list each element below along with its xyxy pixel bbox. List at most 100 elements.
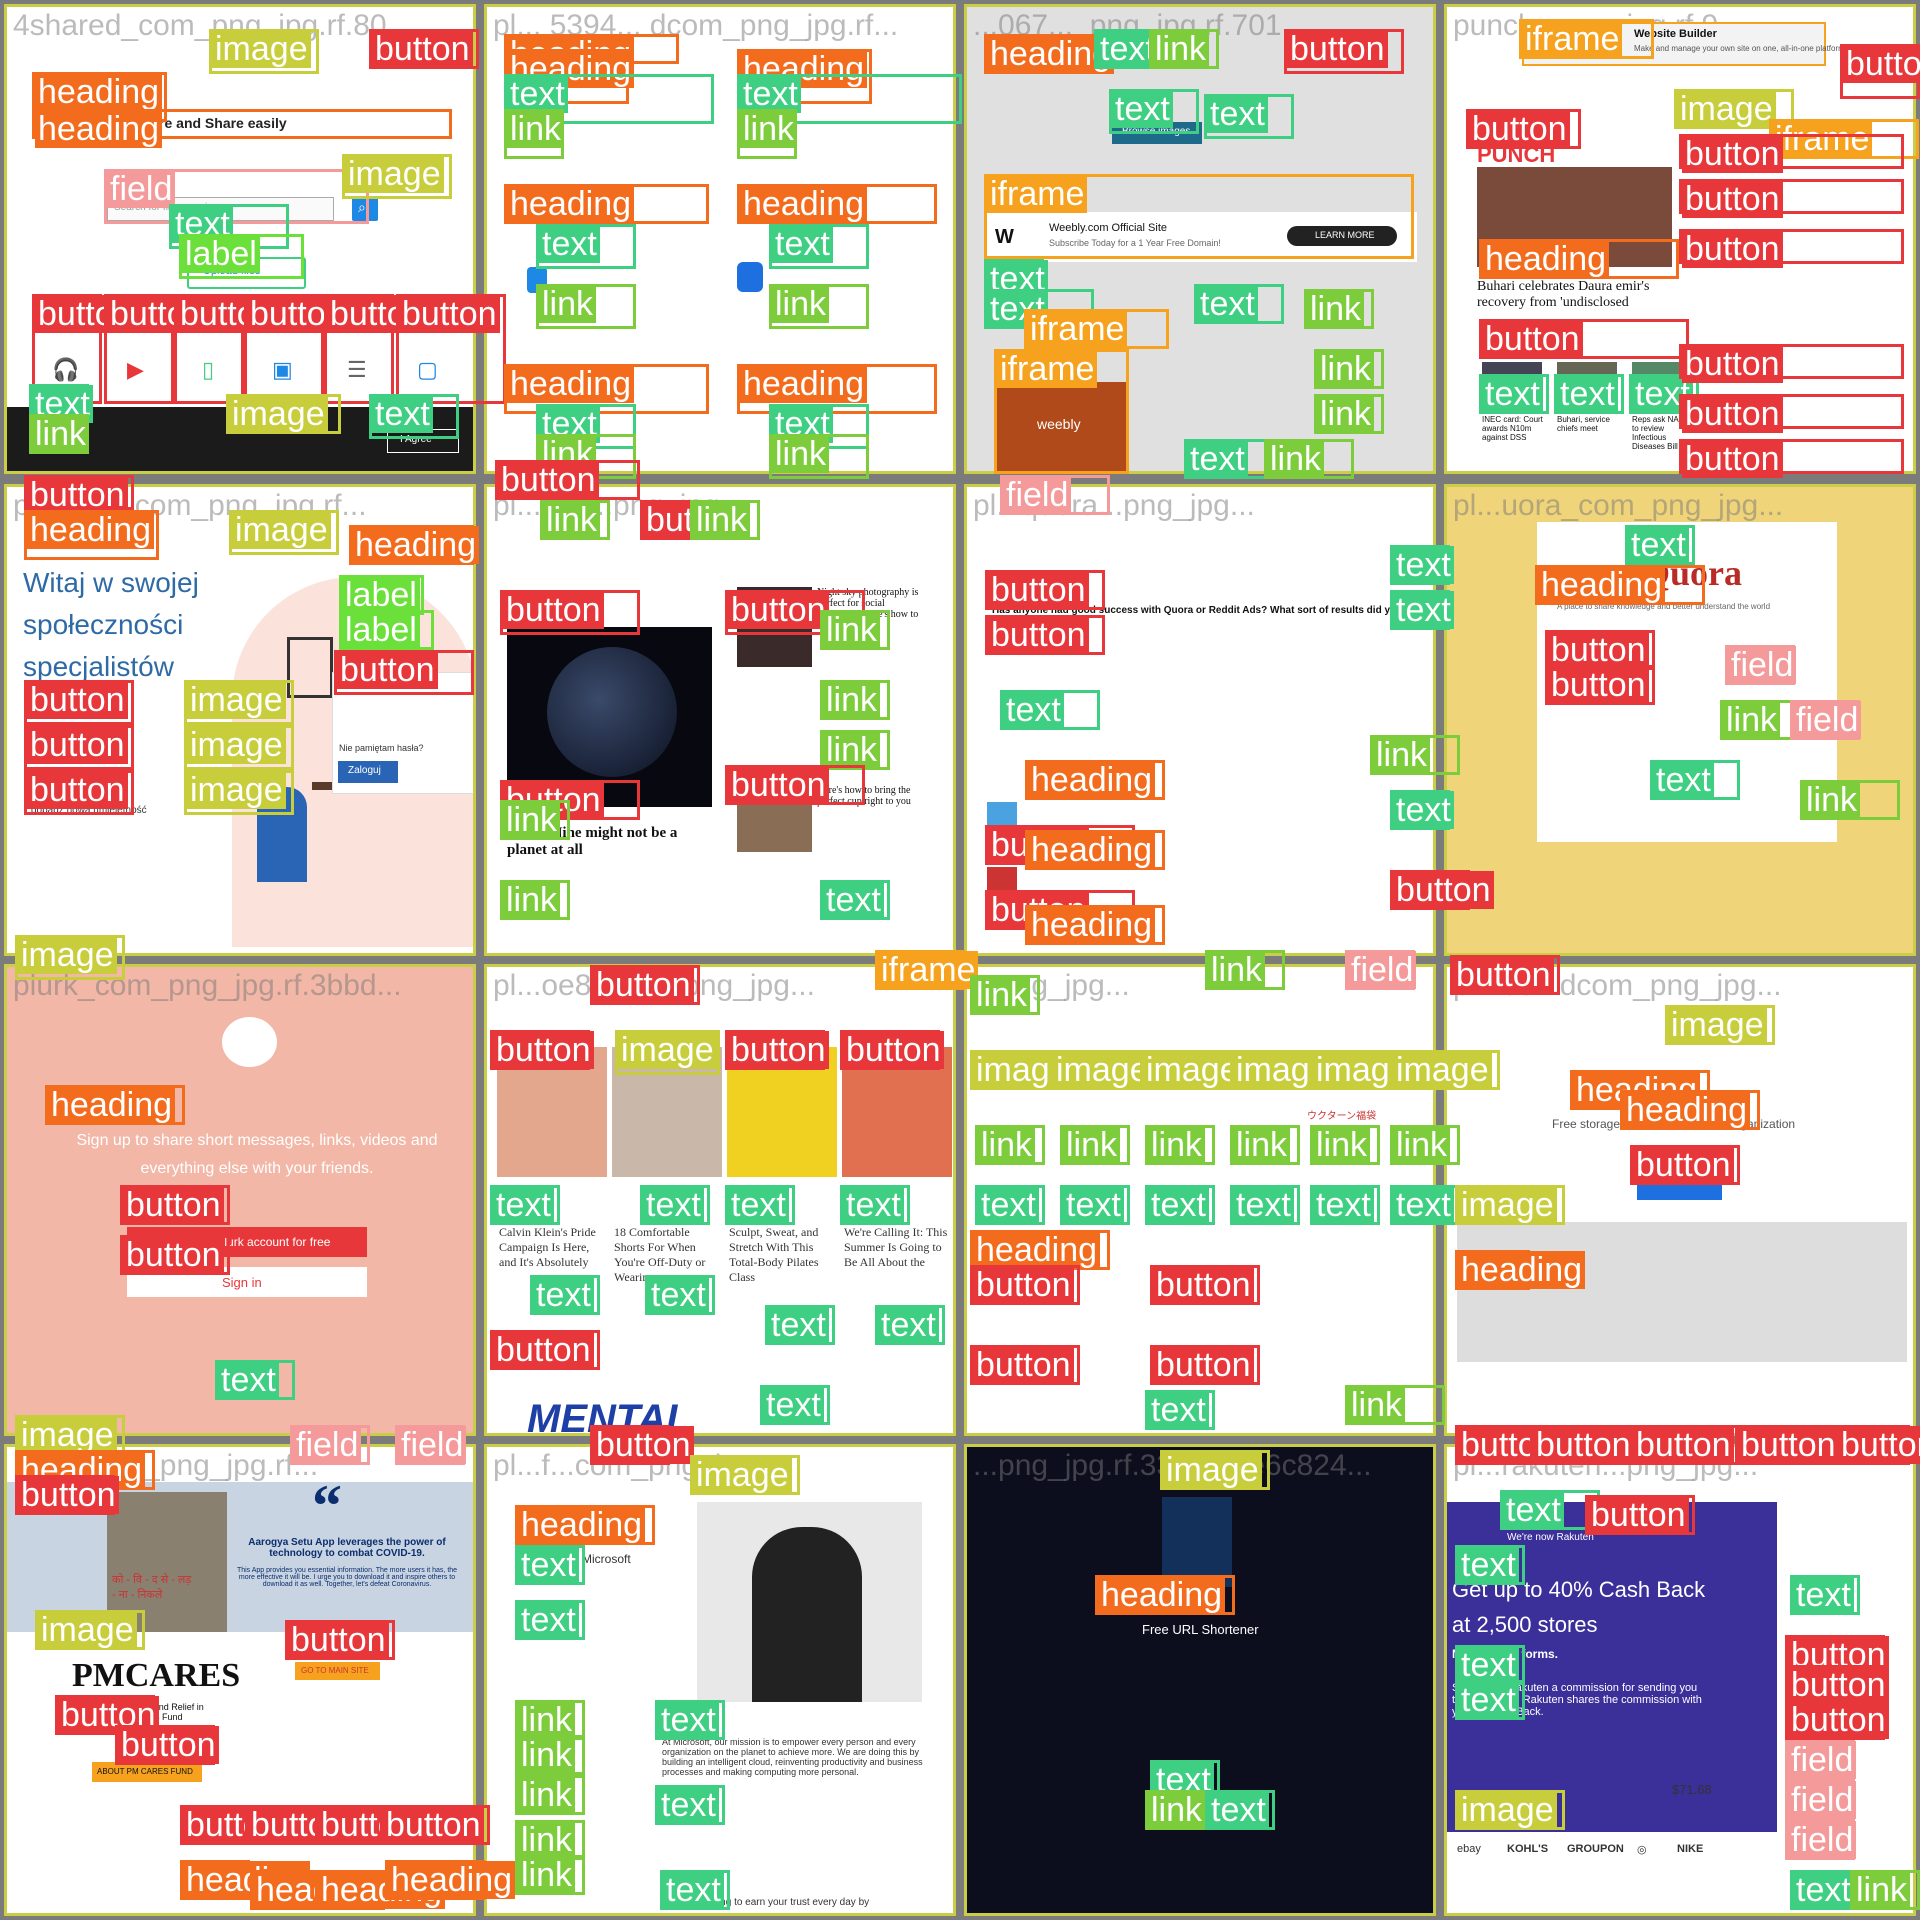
planet-image[interactable] <box>507 627 712 807</box>
annotation-tag: text <box>1482 375 1543 413</box>
about-button[interactable]: ABOUT PM CARES FUND <box>92 1762 202 1782</box>
annotation-iframe: iframe <box>1519 19 1654 59</box>
annotation-button: button <box>369 29 479 69</box>
annotation-tag: text <box>1063 1186 1124 1224</box>
all-files-icon: ▢ <box>417 357 438 382</box>
ad-iframe[interactable]: W Weebly.com Official Site Subscribe Tod… <box>987 212 1417 262</box>
annotation-button: button <box>495 460 640 500</box>
annotation-tag: link <box>1208 951 1266 989</box>
learn-more-button[interactable]: LEARN MORE <box>1287 226 1397 246</box>
annotation-tag: image <box>187 681 286 719</box>
annotation-button: button <box>24 475 134 514</box>
annotation-tag: link <box>823 611 881 649</box>
annotation-text: text <box>1060 1185 1130 1225</box>
annotation-link: link <box>515 1775 585 1815</box>
annotation-tag: button <box>728 591 829 629</box>
article-title-4[interactable]: We're Calling It: This Summer Is Going t… <box>844 1225 948 1269</box>
annotation-tag: text <box>658 1701 719 1739</box>
question-title[interactable]: Has anyone had good success with Quora o… <box>992 605 1403 616</box>
card-text-1[interactable]: INEC card: Court awards N10m against DSS <box>1482 415 1543 442</box>
stores-heading: at 2,500 stores <box>1452 1612 1598 1637</box>
store-logo-kohls[interactable]: KOHL'S <box>1507 1843 1549 1855</box>
annotation-tag: image <box>1143 1051 1242 1089</box>
annotation-link: link <box>1264 439 1354 479</box>
annotation-button: button <box>970 1265 1080 1305</box>
annotation-link: link <box>536 284 636 329</box>
annotation-tag: image <box>187 726 286 764</box>
annotation-tag: link <box>1853 1871 1911 1909</box>
annotation-text: text <box>369 394 459 439</box>
annotation-tag: link <box>693 501 751 539</box>
annotation-link: link <box>515 1855 585 1895</box>
store-logo-target[interactable]: ◎ <box>1637 1844 1647 1856</box>
annotation-tag: button <box>1682 395 1783 433</box>
annotation-tag: text <box>493 1186 554 1224</box>
article-title-1[interactable]: Calvin Klein's Pride Campaign Is Here, a… <box>499 1225 596 1269</box>
annotation-tag: button <box>27 771 128 809</box>
annotation-button: button <box>1679 229 1904 268</box>
annotation-link: link <box>515 1735 585 1775</box>
annotation-label: label <box>339 610 434 650</box>
signup-message: Sign up to share short messages, links, … <box>76 1132 438 1177</box>
store-logo-groupon[interactable]: GROUPON <box>1567 1843 1624 1855</box>
annotation-tag: image <box>187 771 286 809</box>
search-button[interactable]: ⌕ <box>352 197 378 221</box>
annotation-tag: link <box>1063 1126 1121 1164</box>
card-text-2[interactable]: Buhari, service chiefs meet <box>1557 415 1610 433</box>
annotation-image: image <box>1455 1185 1565 1225</box>
card-text-3[interactable]: Reps ask NASS to review Infectious Disea… <box>1632 415 1690 451</box>
annotation-tag: image <box>229 395 328 433</box>
annotation-tag: button <box>1393 871 1494 909</box>
annotation-button: button <box>285 1620 395 1660</box>
login-button[interactable]: Zaloguj <box>338 761 398 783</box>
annotation-tag: button <box>118 1726 219 1764</box>
weebly-banner[interactable]: weebly <box>997 382 1127 471</box>
annotation-link: link <box>820 680 890 720</box>
annotation-tag: button <box>1682 345 1783 383</box>
annotation-heading: heading <box>32 109 452 148</box>
store-logo-ebay[interactable]: ebay <box>1457 1843 1481 1855</box>
annotation-tag: text <box>1148 1186 1209 1224</box>
annotation-text: text <box>760 1385 830 1425</box>
search-icon: ⌕ <box>358 199 366 215</box>
annotation-tag: heading <box>1458 1251 1586 1289</box>
story-headline[interactable]: Buhari celebrates Daura emir's recovery … <box>1477 279 1650 310</box>
annotation-button: button <box>24 770 134 815</box>
annotation-field: field <box>1785 1740 1857 1780</box>
annotation-field: field <box>104 169 369 224</box>
annotation-tag: link <box>1152 30 1210 68</box>
annotation-text: text <box>1390 590 1454 630</box>
annotation-button: button <box>1679 394 1904 433</box>
annotation-text: text <box>1650 760 1740 800</box>
get-started-button[interactable] <box>1637 1182 1722 1200</box>
annotation-iframe: iframe <box>994 349 1129 474</box>
annotation-text: text <box>655 1785 725 1825</box>
annotation-tag: heading <box>507 185 635 223</box>
annotation-tag: iframe <box>997 350 1098 388</box>
annotation-tag: text <box>1628 526 1689 564</box>
skill-text[interactable]: dobadź nową umiejętność <box>31 805 147 816</box>
annotation-button: button <box>1785 1665 1889 1705</box>
agree-button[interactable]: I Agree <box>387 429 459 453</box>
annotation-tag: button <box>843 1031 944 1069</box>
annotation-tag: field <box>1788 1741 1857 1779</box>
annotation-tag: link <box>539 285 597 323</box>
annotation-tag: button <box>1788 1701 1889 1739</box>
annotation-link: link <box>515 1700 585 1740</box>
go-to-main-site-button[interactable]: GO TO MAIN SITE <box>295 1662 380 1680</box>
annotation-tag: iframe <box>1522 20 1623 58</box>
annotation-tag: text <box>533 1276 594 1314</box>
annotation-text: text <box>504 74 714 124</box>
annotation-button: button <box>324 294 428 404</box>
annotation-heading: heading <box>1479 239 1679 279</box>
annotation-tag: text <box>1097 30 1158 68</box>
ad-text[interactable]: ウクターン福袋 <box>1307 1111 1377 1122</box>
annotation-tag: heading <box>1623 1091 1751 1129</box>
annotation-button: button <box>500 590 640 635</box>
article-title-3[interactable]: Sculpt, Sweat, and Stretch With This Tot… <box>729 1225 819 1284</box>
annotation-tag: image <box>1458 1186 1557 1224</box>
annotation-tag: heading <box>388 1861 516 1899</box>
store-logo-nike[interactable]: NIKE <box>1677 1843 1704 1855</box>
annotation-tag: label <box>342 576 420 614</box>
article-title-2[interactable]: 18 Comfortable Shorts For When You're Of… <box>614 1225 706 1284</box>
